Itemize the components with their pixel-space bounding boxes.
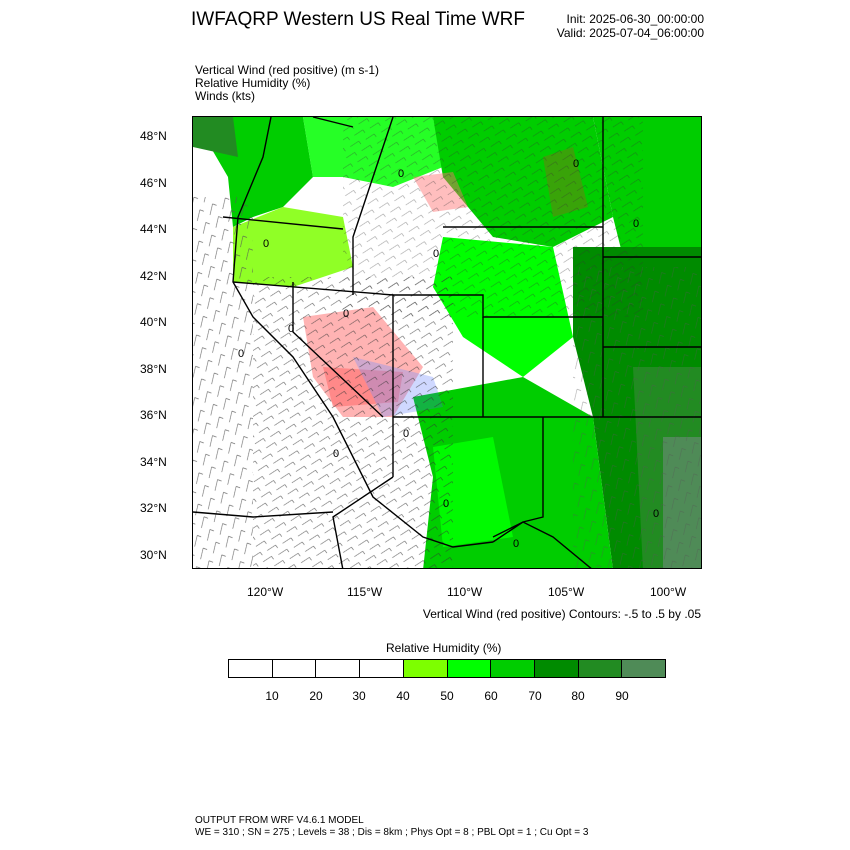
contour-label: 0: [653, 508, 659, 520]
contour-label: 0: [333, 448, 339, 460]
contour-label: 0: [433, 248, 439, 260]
contour-label: 0: [263, 238, 269, 250]
model-footer: OUTPUT FROM WRF V4.6.1 MODEL WE = 310 ; …: [195, 815, 588, 839]
colorbar-swatch: [229, 660, 273, 677]
variable-relative-humidity: Relative Humidity (%): [195, 76, 311, 90]
colorbar-label: 20: [309, 689, 323, 703]
contour-label: 0: [288, 323, 294, 335]
plot-title: IWFAQRP Western US Real Time WRF: [191, 9, 525, 30]
colorbar-swatch: [622, 660, 666, 677]
lat-label: 36°N: [140, 408, 167, 422]
colorbar-swatch: [534, 660, 579, 677]
lat-label: 34°N: [140, 455, 167, 469]
lat-label: 48°N: [140, 129, 167, 143]
contour-label: 0: [633, 218, 639, 230]
colorbar-label: 40: [396, 689, 410, 703]
contour-label: 0: [403, 428, 409, 440]
colorbar-swatch: [272, 660, 317, 677]
lon-label: 115°W: [347, 585, 383, 599]
colorbar-swatch: [316, 660, 361, 677]
colorbar-label: 30: [352, 689, 366, 703]
lon-label: 120°W: [247, 585, 284, 599]
wind-barbs-land: [253, 277, 453, 568]
contour-label: 0: [573, 158, 579, 170]
colorbar-swatch: [403, 660, 448, 677]
contour-label: 0: [238, 348, 244, 360]
contour-label: 0: [343, 308, 349, 320]
wind-barbs-ocean: [193, 197, 253, 568]
colorbar-swatch: [578, 660, 623, 677]
variable-winds: Winds (kts): [195, 89, 255, 103]
lat-label: 32°N: [140, 501, 167, 515]
contour-label: 0: [513, 538, 519, 550]
colorbar-label: 60: [484, 689, 498, 703]
valid-time: Valid: 2025-07-04_06:00:00: [556, 26, 704, 40]
lat-label: 38°N: [140, 362, 167, 376]
contour-label: 0: [398, 168, 404, 180]
lon-label: 105°W: [548, 585, 585, 599]
lat-label: 30°N: [140, 548, 167, 562]
colorbar-swatch: [447, 660, 492, 677]
colorbar-label: 70: [528, 689, 542, 703]
lat-label: 46°N: [140, 176, 167, 190]
colorbar-title: Relative Humidity (%): [386, 641, 502, 655]
variable-vertical-wind: Vertical Wind (red positive) (m s-1): [195, 63, 380, 77]
contour-labels: 0 0 0 0 0 0 0 0 0 0 0 0 0: [238, 158, 659, 550]
lat-label: 44°N: [140, 222, 167, 236]
colorbar: [228, 659, 666, 678]
map-panel: 0 0 0 0 0 0 0 0 0 0 0 0 0: [192, 116, 702, 569]
time-info: Init: 2025-06-30_00:00:00 Valid: 2025-07…: [557, 12, 704, 40]
map-canvas: 0 0 0 0 0 0 0 0 0 0 0 0 0: [193, 117, 701, 568]
lon-label: 110°W: [447, 585, 483, 599]
colorbar-label: 10: [265, 689, 279, 703]
colorbar-label: 50: [440, 689, 454, 703]
footer-model: OUTPUT FROM WRF V4.6.1 MODEL: [195, 815, 364, 826]
contour-label: 0: [443, 498, 449, 510]
colorbar-label: 80: [571, 689, 585, 703]
lat-label: 40°N: [140, 315, 167, 329]
boundaries: [193, 117, 701, 568]
init-time: Init: 2025-06-30_00:00:00: [566, 12, 704, 26]
colorbar-label: 90: [615, 689, 629, 703]
colorbar-swatch: [491, 660, 535, 677]
footer-config: WE = 310 ; SN = 275 ; Levels = 38 ; Dis …: [195, 827, 589, 838]
contours-note: Vertical Wind (red positive) Contours: -…: [422, 607, 701, 621]
variable-list: Vertical Wind (red positive) (m s-1) Rel…: [195, 64, 379, 103]
lat-label: 42°N: [140, 269, 167, 283]
colorbar-swatch: [360, 660, 404, 677]
lon-label: 100°W: [650, 585, 687, 599]
